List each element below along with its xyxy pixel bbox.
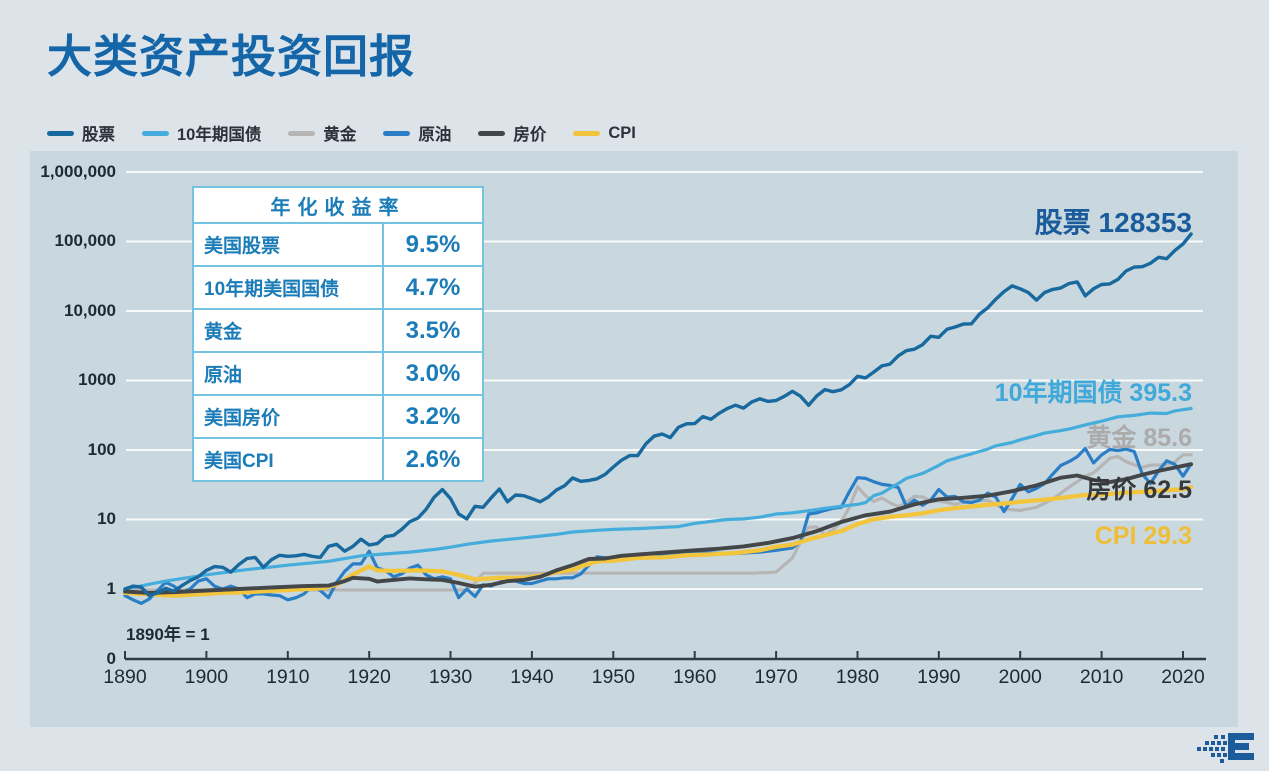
x-axis-label: 1890 bbox=[103, 666, 147, 688]
page-title: 大类资产投资回报 bbox=[47, 31, 416, 82]
y-axis-label: 0 bbox=[106, 648, 116, 668]
legend-item-house: 房价 bbox=[478, 121, 546, 145]
eastmoney-E-icon bbox=[1197, 733, 1254, 763]
return-value-cell: 9.5% bbox=[382, 222, 484, 267]
asset-name-cell: 美国股票 bbox=[192, 222, 384, 267]
x-axis-label: 1980 bbox=[835, 666, 880, 688]
chart-legend: 股票 10年期国债 黄金 原油 房价 CPI bbox=[47, 121, 636, 145]
series-line-bonds bbox=[123, 406, 1193, 591]
legend-dash-icon bbox=[573, 130, 601, 136]
x-axis-label: 1990 bbox=[917, 666, 961, 688]
x-axis-label: 2020 bbox=[1161, 666, 1205, 688]
y-axis-label: 10,000 bbox=[64, 300, 116, 320]
table-header-row: 年化收益率 bbox=[192, 186, 484, 224]
x-axis-label: 1970 bbox=[754, 666, 798, 688]
table-row-oil: 原油 3.0% bbox=[192, 351, 484, 396]
y-axis-label: 1 bbox=[106, 578, 116, 598]
y-axis-label: 100 bbox=[87, 439, 116, 459]
legend-label: CPI bbox=[608, 123, 636, 142]
return-value-cell: 2.6% bbox=[382, 437, 484, 482]
legend-item-bonds: 10年期国债 bbox=[142, 121, 261, 145]
legend-dash-icon bbox=[142, 130, 169, 136]
y-axis-label: 1,000,000 bbox=[40, 161, 116, 181]
y-axis-label: 1000 bbox=[78, 370, 116, 389]
series-line-house bbox=[123, 462, 1194, 595]
legend-label: 黄金 bbox=[323, 126, 357, 144]
x-axis-label: 1940 bbox=[510, 666, 554, 688]
legend-label: 10年期国债 bbox=[177, 126, 262, 144]
table-row-stocks: 美国股票 9.5% bbox=[192, 222, 484, 267]
legend-label: 股票 bbox=[82, 126, 115, 144]
legend-item-stocks: 股票 bbox=[47, 121, 115, 145]
asset-name-cell: 美国房价 bbox=[192, 394, 384, 439]
x-axis-label: 1900 bbox=[184, 666, 229, 688]
legend-dash-icon bbox=[47, 130, 74, 136]
table-row-house: 美国房价 3.2% bbox=[192, 394, 484, 439]
end-label-house: 房价 62.5 bbox=[1086, 476, 1192, 505]
table-title: 年化收益率 bbox=[192, 186, 484, 224]
x-axis-label: 1960 bbox=[672, 666, 717, 688]
legend-dash-icon bbox=[288, 130, 316, 136]
annualized-returns-table: 年化收益率 美国股票 9.5% 10年期美国国债 4.7% 黄金 3.5% 原油… bbox=[192, 186, 484, 482]
legend-label: 房价 bbox=[513, 126, 547, 144]
x-axis-label: 1910 bbox=[266, 666, 310, 688]
table-row-cpi: 美国CPI 2.6% bbox=[192, 437, 484, 482]
asset-name-cell: 美国CPI bbox=[192, 437, 384, 482]
end-label-cpi: CPI 29.3 bbox=[1094, 522, 1192, 551]
legend-item-oil: 原油 bbox=[383, 121, 451, 145]
asset-name-cell: 10年期美国国债 bbox=[192, 265, 384, 310]
brand-logo bbox=[1194, 727, 1260, 771]
table-row-bonds: 10年期美国国债 4.7% bbox=[192, 265, 484, 310]
legend-label: 原油 bbox=[418, 126, 452, 144]
asset-name-cell: 原油 bbox=[192, 351, 384, 396]
end-label-stocks: 股票 128353 bbox=[1034, 206, 1192, 238]
y-axis-label: 100,000 bbox=[54, 231, 116, 250]
x-axis-label: 1930 bbox=[428, 666, 473, 688]
legend-item-cpi: CPI bbox=[573, 124, 636, 143]
legend-item-gold: 黄金 bbox=[288, 121, 356, 145]
base-year-note: 1890年 = 1 bbox=[126, 625, 210, 644]
legend-dash-icon bbox=[478, 130, 506, 136]
y-axis-label: 10 bbox=[97, 509, 116, 528]
end-label-gold: 黄金 85.6 bbox=[1086, 423, 1192, 452]
x-axis-label: 2010 bbox=[1079, 666, 1124, 688]
end-label-bonds: 10年期国债 395.3 bbox=[994, 378, 1192, 407]
return-value-cell: 3.2% bbox=[382, 394, 484, 439]
asset-name-cell: 黄金 bbox=[192, 308, 384, 353]
x-axis-label: 1920 bbox=[347, 666, 391, 688]
return-value-cell: 3.5% bbox=[382, 308, 484, 353]
return-value-cell: 4.7% bbox=[382, 265, 484, 310]
series-line-cpi bbox=[122, 484, 1194, 598]
table-row-gold: 黄金 3.5% bbox=[192, 308, 484, 353]
x-axis-label: 1950 bbox=[591, 666, 635, 688]
series-line-stocks bbox=[123, 232, 1193, 598]
return-value-cell: 3.0% bbox=[382, 351, 484, 396]
x-axis-label: 2000 bbox=[998, 666, 1042, 688]
legend-dash-icon bbox=[383, 130, 411, 136]
